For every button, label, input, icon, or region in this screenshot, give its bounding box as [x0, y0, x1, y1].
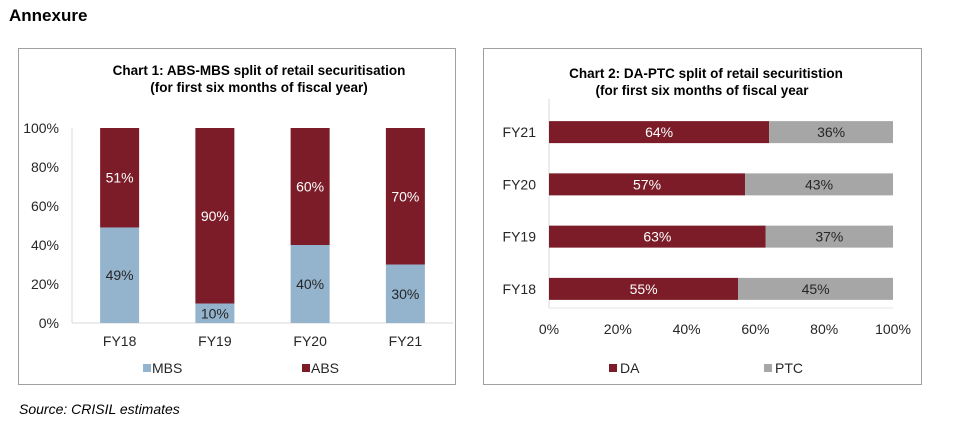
- chart1-legend-label-abs: ABS: [311, 360, 339, 376]
- chart2-bar-da-fy21: [549, 121, 770, 144]
- chart2-bar-ptc-fy21: [769, 121, 893, 144]
- chart1-bar-abs-fy19: [195, 128, 235, 304]
- chart2-x-tick-label: 100%: [875, 321, 911, 337]
- chart1-y-tick-label: 100%: [23, 120, 59, 136]
- chart1-data-label-mbs-fy18: 49%: [106, 267, 134, 283]
- chart1-data-label-abs-fy20: 60%: [296, 179, 324, 195]
- chart1-title: Chart 1: ABS-MBS split of retail securit…: [113, 63, 406, 78]
- chart1-legend-swatch-abs: [302, 364, 310, 372]
- chart1-bar-abs-fy18: [100, 128, 140, 228]
- source-note: Source: CRISIL estimates: [19, 401, 180, 417]
- chart1-panel: Chart 1: ABS-MBS split of retail securit…: [18, 48, 456, 385]
- chart1-bar-abs-fy20: [290, 128, 330, 245]
- page-heading: Annexure: [9, 6, 88, 25]
- chart2-x-tick-label: 80%: [810, 321, 838, 337]
- chart2-data-label-ptc-fy19: 37%: [815, 229, 843, 245]
- chart2-bar-da-fy18: [549, 277, 739, 300]
- chart2-panel: Chart 2: DA-PTC split of retail securiti…: [483, 48, 922, 385]
- chart2-data-label-ptc-fy20: 43%: [805, 176, 833, 192]
- chart2-x-tick-label: 20%: [604, 321, 632, 337]
- chart2-x-tick-label: 0%: [539, 321, 559, 337]
- chart2-bar-da-fy20: [549, 173, 746, 196]
- chart1-subtitle: (for first six months of fiscal year): [150, 80, 368, 95]
- chart2-legend-swatch-ptc: [764, 364, 772, 372]
- chart1-x-tick-label: FY21: [389, 333, 423, 349]
- chart2-data-label-ptc-fy21: 36%: [817, 124, 845, 140]
- chart1-data-label-mbs-fy19: 10%: [201, 305, 229, 321]
- chart2-svg: Chart 2: DA-PTC split of retail securiti…: [503, 66, 911, 376]
- chart2-data-label-ptc-fy18: 45%: [802, 281, 830, 297]
- chart1-x-tick-label: FY18: [103, 333, 137, 349]
- chart2-y-tick-label: FY20: [503, 176, 537, 192]
- chart2-bar-ptc-fy18: [738, 277, 893, 300]
- chart2-y-tick-label: FY21: [503, 124, 537, 140]
- chart2-y-tick-label: FY18: [503, 281, 537, 297]
- chart1-bar-mbs-fy21: [385, 264, 425, 323]
- chart2-data-label-da-fy21: 64%: [645, 124, 673, 140]
- chart2-data-label-da-fy19: 63%: [643, 229, 671, 245]
- chart2-title: Chart 2: DA-PTC split of retail securiti…: [569, 66, 843, 81]
- chart1-data-label-abs-fy18: 51%: [106, 170, 134, 186]
- chart1-legend-swatch-mbs: [143, 364, 151, 372]
- chart2-bar-ptc-fy20: [745, 173, 893, 196]
- chart2-data-label-da-fy18: 55%: [630, 281, 658, 297]
- chart1-y-tick-label: 0%: [39, 315, 59, 331]
- chart2-legend-label-da: DA: [620, 360, 640, 376]
- chart1-x-tick-label: FY20: [293, 333, 327, 349]
- chart2-plot-area: 64% 36% FY21 57% 43% FY20 63% 37% FY19 55% 45% FY18…: [503, 99, 911, 337]
- chart2-subtitle: (for first six months of fiscal year: [595, 83, 809, 98]
- chart1-y-tick-label: 60%: [31, 198, 59, 214]
- chart2-bar-ptc-fy19: [765, 225, 893, 248]
- chart1-bar-mbs-fy19: [195, 303, 235, 323]
- chart1-data-label-abs-fy21: 70%: [391, 188, 419, 204]
- chart1-x-tick-label: FY19: [198, 333, 232, 349]
- chart2-legend-label-ptc: PTC: [775, 360, 803, 376]
- chart2-legend: DA PTC: [609, 360, 803, 376]
- chart2-data-label-da-fy20: 57%: [633, 176, 661, 192]
- chart1-data-label-abs-fy19: 90%: [201, 208, 229, 224]
- chart1-svg: Chart 1: ABS-MBS split of retail securit…: [23, 63, 453, 376]
- chart1-bar-mbs-fy18: [100, 227, 140, 323]
- chart1-y-tick-label: 40%: [31, 237, 59, 253]
- chart1-y-tick-label: 80%: [31, 159, 59, 175]
- chart1-bar-mbs-fy20: [290, 245, 330, 323]
- chart1-y-tick-label: 20%: [31, 276, 59, 292]
- chart1-data-label-mbs-fy20: 40%: [296, 276, 324, 292]
- chart1-legend: MBS ABS: [143, 360, 339, 376]
- chart2-y-tick-label: FY19: [503, 229, 537, 245]
- chart1-plot-area: 0% 20% 40% 60% 80% 100% 49% 51% FY18 10% 90% FY19 40…: [23, 120, 453, 349]
- chart1-bar-abs-fy21: [385, 128, 425, 265]
- chart2-x-tick-label: 40%: [673, 321, 701, 337]
- chart1-data-label-mbs-fy21: 30%: [391, 286, 419, 302]
- chart2-bar-da-fy19: [549, 225, 766, 248]
- chart2-x-tick-label: 60%: [741, 321, 769, 337]
- chart2-legend-swatch-da: [609, 364, 617, 372]
- chart1-legend-label-mbs: MBS: [152, 360, 182, 376]
